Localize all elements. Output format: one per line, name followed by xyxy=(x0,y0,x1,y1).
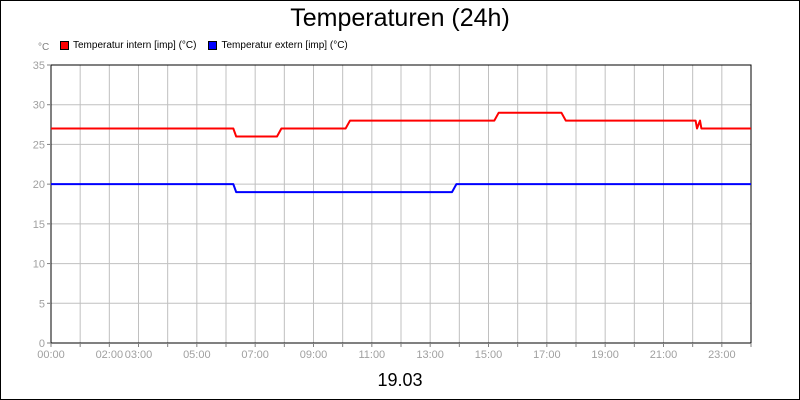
legend-item-intern: Temperatur intern [imp] (°C) xyxy=(60,40,196,51)
legend-item-extern: Temperatur extern [imp] (°C) xyxy=(208,40,348,51)
y-tick-label: 10 xyxy=(33,259,45,271)
x-tick-label: 07:00 xyxy=(241,349,269,361)
y-tick-label: 35 xyxy=(33,60,45,72)
y-tick-label: 5 xyxy=(39,298,45,310)
x-tick-label: 23:00 xyxy=(708,349,736,361)
legend: Temperatur intern [imp] (°C) Temperatur … xyxy=(60,40,360,51)
legend-label-intern: Temperatur intern [imp] (°C) xyxy=(73,40,197,51)
series-line-extern xyxy=(51,183,751,194)
x-tick-label: 05:00 xyxy=(183,349,211,361)
y-tick-label: 15 xyxy=(33,219,45,231)
x-tick-label: 19:00 xyxy=(591,349,619,361)
y-tick-label: 20 xyxy=(33,179,45,191)
y-axis-unit: °C xyxy=(38,42,50,53)
x-tick-label: 21:00 xyxy=(650,349,678,361)
x-tick-label: 13:00 xyxy=(416,349,444,361)
legend-label-extern: Temperatur extern [imp] (°C) xyxy=(221,40,348,51)
x-axis-date-label: 19.03 xyxy=(377,370,423,390)
legend-swatch-extern xyxy=(208,41,218,50)
series-line-intern xyxy=(51,111,751,138)
x-tick-label: 00:00 xyxy=(37,349,65,361)
x-tick-label: 15:00 xyxy=(475,349,503,361)
x-tick-label: 17:00 xyxy=(533,349,561,361)
y-tick-label: 25 xyxy=(33,139,45,151)
x-tick-label: 11:00 xyxy=(358,349,385,361)
x-tick-label: 09:00 xyxy=(300,349,328,361)
y-tick-label: 30 xyxy=(33,100,45,112)
chart-title: Temperaturen (24h) xyxy=(290,4,510,32)
x-tick-label: 02:00 xyxy=(96,349,124,361)
legend-swatch-intern xyxy=(60,41,69,50)
x-tick-label: 03:00 xyxy=(125,349,153,361)
y-tick-label: 0 xyxy=(39,338,45,350)
